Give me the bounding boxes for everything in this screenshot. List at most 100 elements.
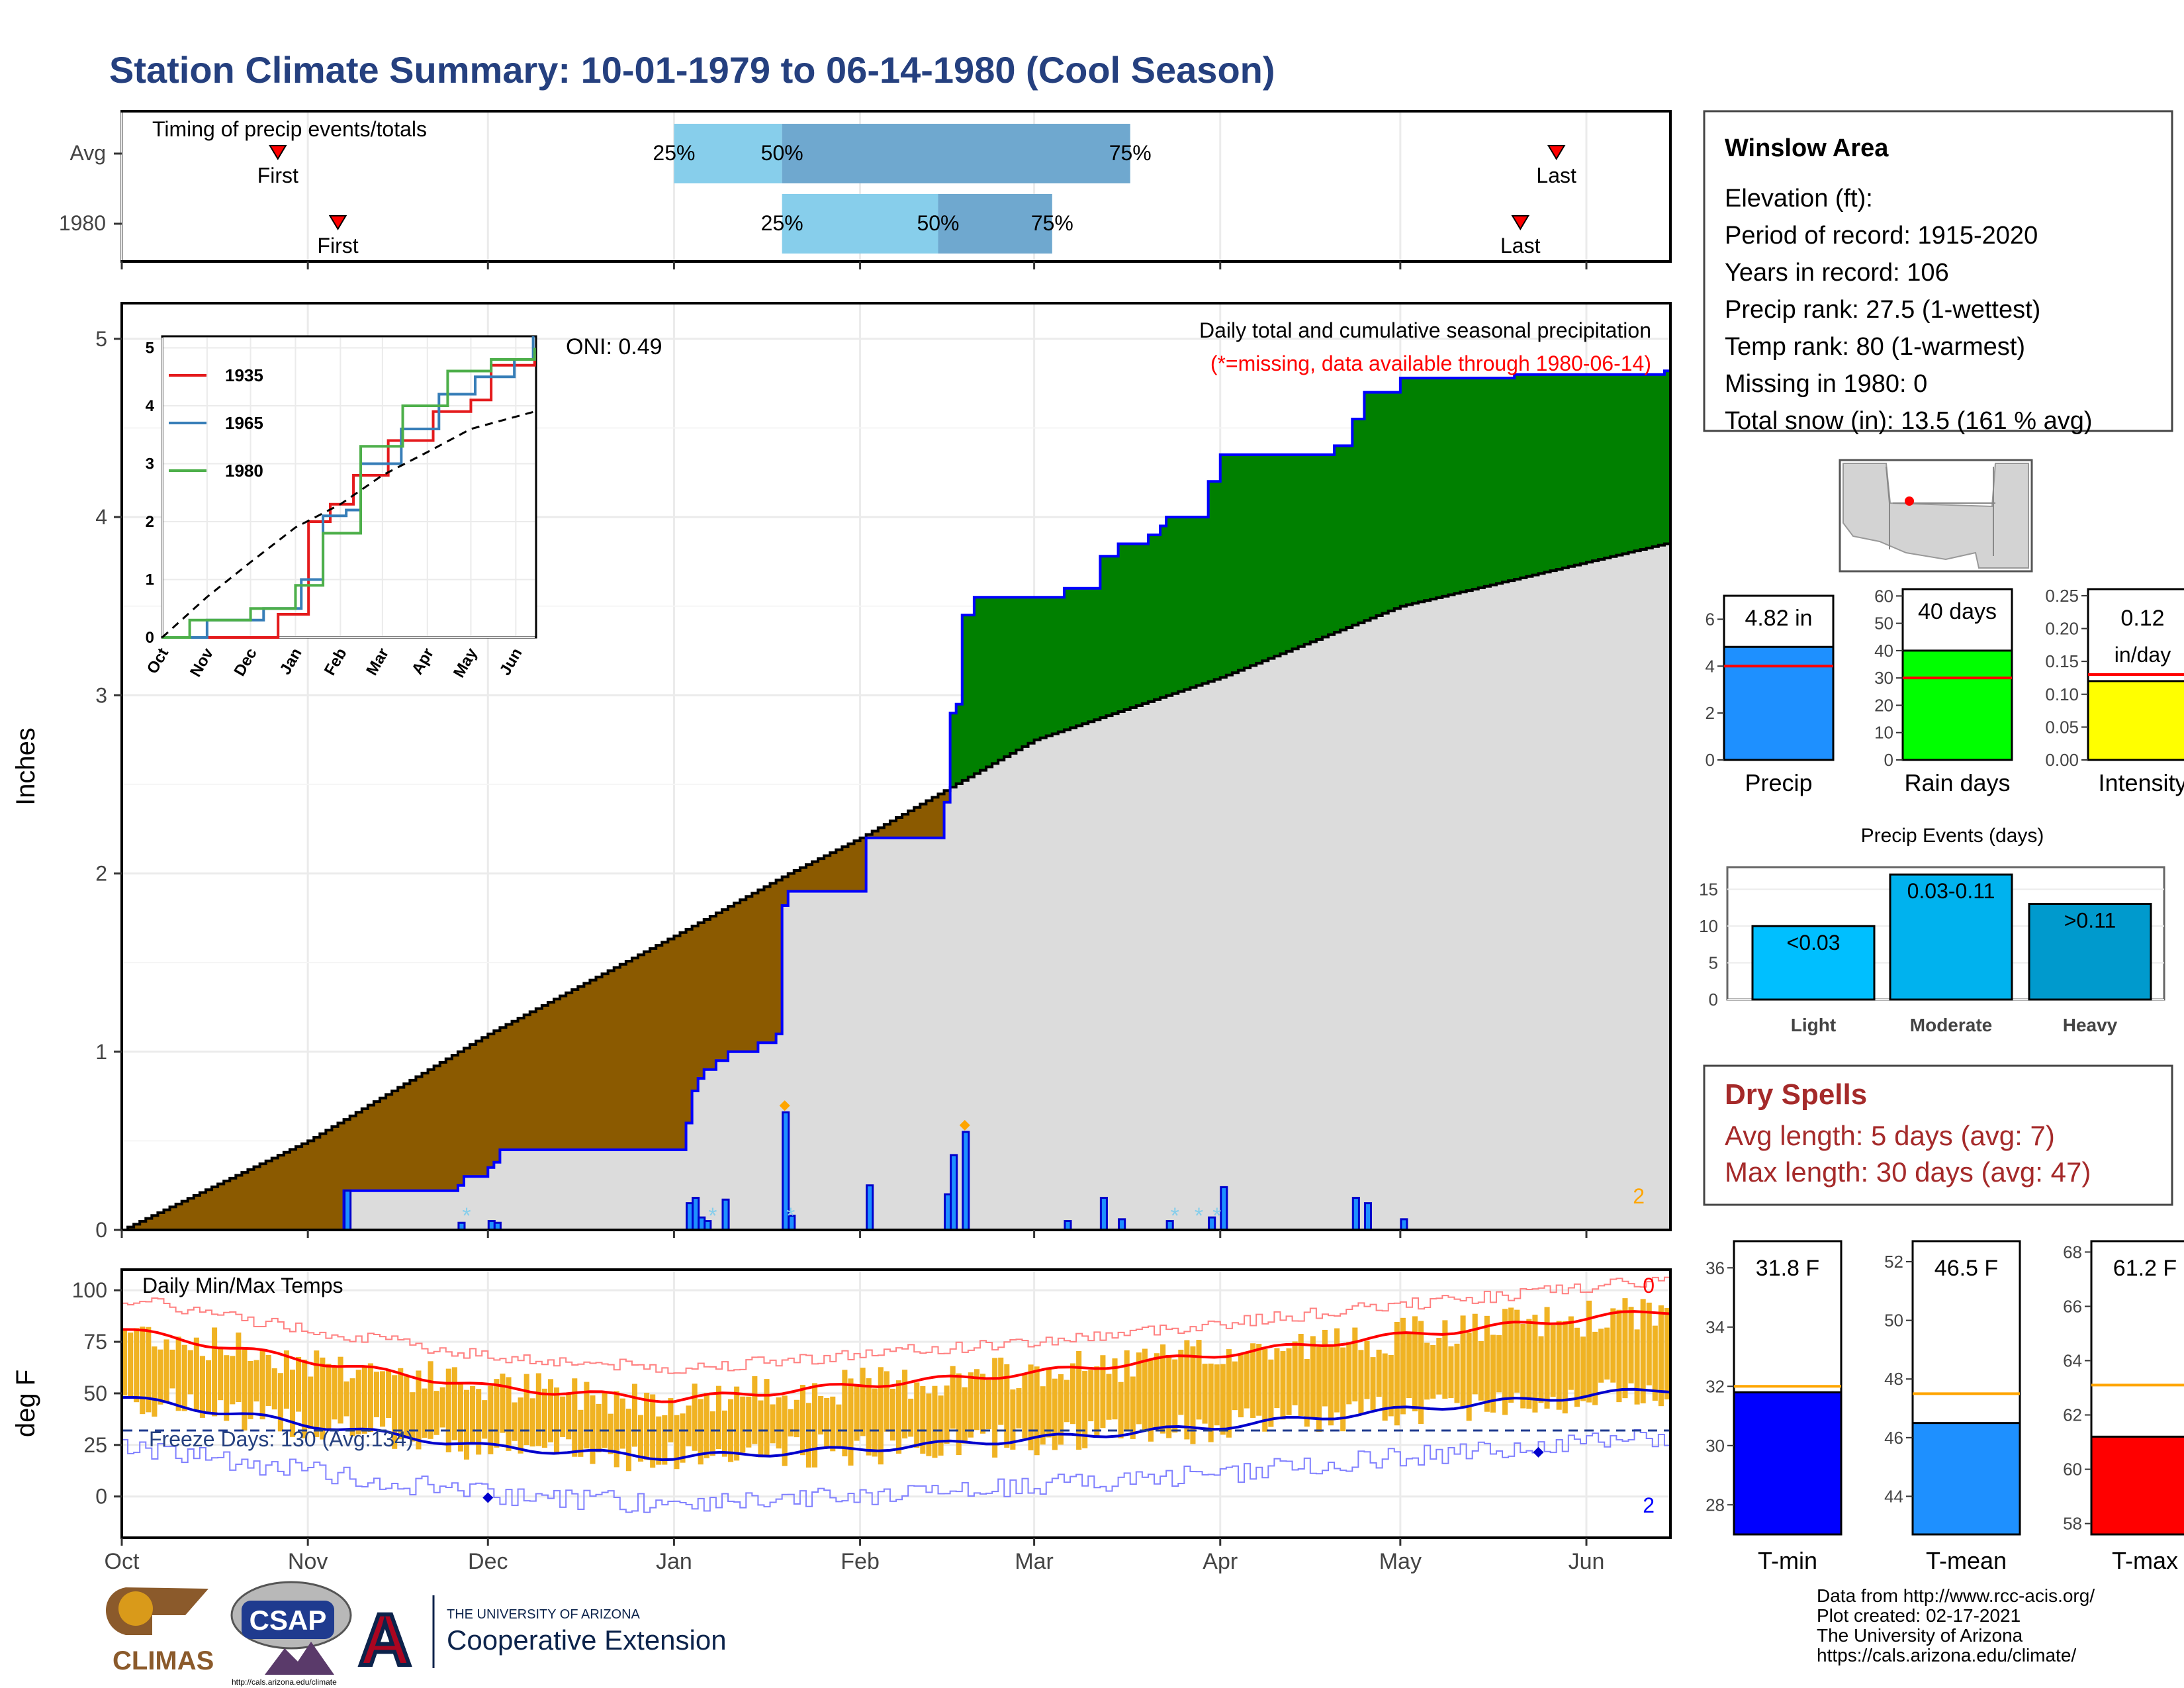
daily-temp-bar xyxy=(1490,1335,1496,1413)
daily-temp-bar xyxy=(1610,1308,1616,1383)
daily-temp-bar xyxy=(343,1381,349,1417)
daily-temp-bar xyxy=(1448,1346,1454,1399)
daily-temp-bar xyxy=(878,1367,884,1465)
daily-temp-bar xyxy=(1118,1382,1124,1438)
daily-temp-bar xyxy=(224,1355,230,1421)
daily-temp-bar xyxy=(1556,1321,1562,1410)
station-box: Winslow Area Elevation (ft): Period of re… xyxy=(1703,110,2173,435)
daily-temp-bar xyxy=(709,1411,715,1456)
daily-temp-bar xyxy=(158,1349,163,1405)
daily-temp-bar xyxy=(674,1415,680,1470)
daily-temp-bar xyxy=(242,1347,248,1431)
daily-temp-bar xyxy=(428,1361,433,1439)
daily-temp-bar xyxy=(608,1413,614,1454)
timing-q50-q75-bar xyxy=(782,124,1130,183)
daily-temp-bar xyxy=(1214,1364,1220,1426)
month-label: Apr xyxy=(1203,1549,1238,1574)
daily-temp-bar xyxy=(698,1399,704,1465)
daily-temp-bar xyxy=(896,1380,902,1454)
inset-line-1935 xyxy=(162,353,536,639)
daily-temp-bar xyxy=(1124,1350,1130,1430)
precip-tick-label: 0 xyxy=(1706,750,1715,770)
daily-temp-bar xyxy=(752,1376,758,1444)
avg-max-line xyxy=(121,1310,1671,1403)
daily-temp-bar xyxy=(818,1395,824,1434)
rain_days-tick-label: 60 xyxy=(1874,586,1893,606)
snow-asterisk: * xyxy=(786,1203,795,1229)
daily-temp-bar xyxy=(373,1372,379,1417)
daily-temp-bar xyxy=(193,1337,199,1411)
temp-count-top: 0 xyxy=(1643,1274,1655,1297)
daily-temp-bar xyxy=(529,1398,535,1447)
csap-url: http://cals.arizona.edu/climate xyxy=(232,1677,337,1687)
daily-temp-bar xyxy=(1628,1307,1634,1383)
daily-temp-bar xyxy=(908,1398,914,1437)
daily-temp-bar xyxy=(788,1409,794,1437)
daily-temp-bar xyxy=(1400,1317,1406,1415)
daily-temp-bar xyxy=(721,1410,728,1457)
precip-y-label: Inches xyxy=(11,727,40,806)
daily-temp-bar xyxy=(848,1378,854,1466)
daily-temp-bar xyxy=(1046,1369,1052,1438)
footer-credit-line: Plot created: 02-17-2021 xyxy=(1817,1605,2021,1626)
precip-y-axis: 0 1 2 3 4 5 xyxy=(95,327,122,1242)
month-label: Jun xyxy=(1569,1549,1605,1574)
footer-credit-line: The University of Arizona xyxy=(1817,1625,2023,1646)
daily-temp-bar xyxy=(1460,1315,1466,1407)
daily-temp-bar xyxy=(842,1370,848,1457)
daily-temp-bar xyxy=(1058,1374,1064,1445)
daily-temp-bar xyxy=(938,1395,944,1456)
daily-temp-bar xyxy=(1034,1366,1040,1456)
timing-q50-q75-bar xyxy=(938,194,1052,254)
daily-temp-bar xyxy=(199,1356,205,1418)
climas-wordmark: CLIMAS xyxy=(113,1646,214,1675)
daily-temp-bar xyxy=(367,1363,373,1432)
daily-temp-bar xyxy=(422,1388,428,1438)
precip-corner-count: 2 xyxy=(1633,1184,1645,1208)
daily-temp-bar xyxy=(1298,1334,1304,1416)
month-label: Jan xyxy=(656,1549,692,1574)
daily-temp-bar xyxy=(1166,1355,1172,1438)
daily-temp-bar xyxy=(386,1370,392,1419)
intensity-value-bar xyxy=(2087,680,2184,761)
uofa-logo: A THE UNIVERSITY OF ARIZONA Cooperative … xyxy=(357,1595,727,1683)
footer-logos: CLIMAS CSAP http://cals.arizona.edu/clim… xyxy=(106,1581,727,1687)
timing-q75-label: 75% xyxy=(1109,141,1152,165)
timing-q25-q50-bar xyxy=(674,124,782,183)
timing-first-label: First xyxy=(257,164,298,187)
events-bar-light xyxy=(1751,925,1876,1001)
daily-temp-bar xyxy=(1142,1348,1148,1432)
daily-temp-bar xyxy=(746,1396,752,1448)
daily-temp-bar xyxy=(715,1385,721,1450)
daily-precip-bar xyxy=(721,1198,730,1231)
precip-panel-frame xyxy=(120,302,1672,1231)
tmin-tick-label: 34 xyxy=(1706,1317,1725,1337)
intensity-value-text: 0.12 xyxy=(2120,606,2164,631)
locator-map xyxy=(1839,459,2033,573)
daily-temp-bar xyxy=(230,1356,236,1405)
precip-subheading: (*=missing, data available through 1980-… xyxy=(1210,352,1651,375)
timing-last-marker xyxy=(1511,215,1530,230)
daily-temp-bar xyxy=(1004,1364,1010,1448)
daily-temp-bar xyxy=(668,1398,674,1442)
intensity-tick-label: 0.00 xyxy=(2045,750,2079,770)
daily-temp-bar xyxy=(523,1374,529,1445)
tmean-value-text: 46.5 F xyxy=(1934,1256,1998,1281)
temp-y-tick-label: 50 xyxy=(83,1382,107,1405)
tmean-tick-label: 46 xyxy=(1884,1428,1903,1448)
daily-temp-bar xyxy=(277,1373,283,1432)
timing-last-label: Last xyxy=(1500,234,1541,258)
daily-temp-bar xyxy=(439,1387,445,1428)
inset-y-tick-label: 5 xyxy=(146,340,154,357)
daily-temp-bar xyxy=(1310,1336,1316,1419)
daily-precip-bar xyxy=(1118,1218,1126,1231)
daily-temp-bar xyxy=(1136,1352,1142,1425)
inset-y-tick-label: 4 xyxy=(146,397,155,415)
events-bar-label: >0.11 xyxy=(2064,909,2116,933)
daily-temp-bar xyxy=(1274,1348,1280,1409)
events-tick-label: 0 xyxy=(1709,990,1718,1009)
daily-temp-bar xyxy=(1502,1309,1508,1415)
daily-temp-bar xyxy=(1442,1320,1448,1399)
daily-temp-bar xyxy=(560,1396,566,1437)
daily-temp-bar xyxy=(998,1357,1004,1425)
